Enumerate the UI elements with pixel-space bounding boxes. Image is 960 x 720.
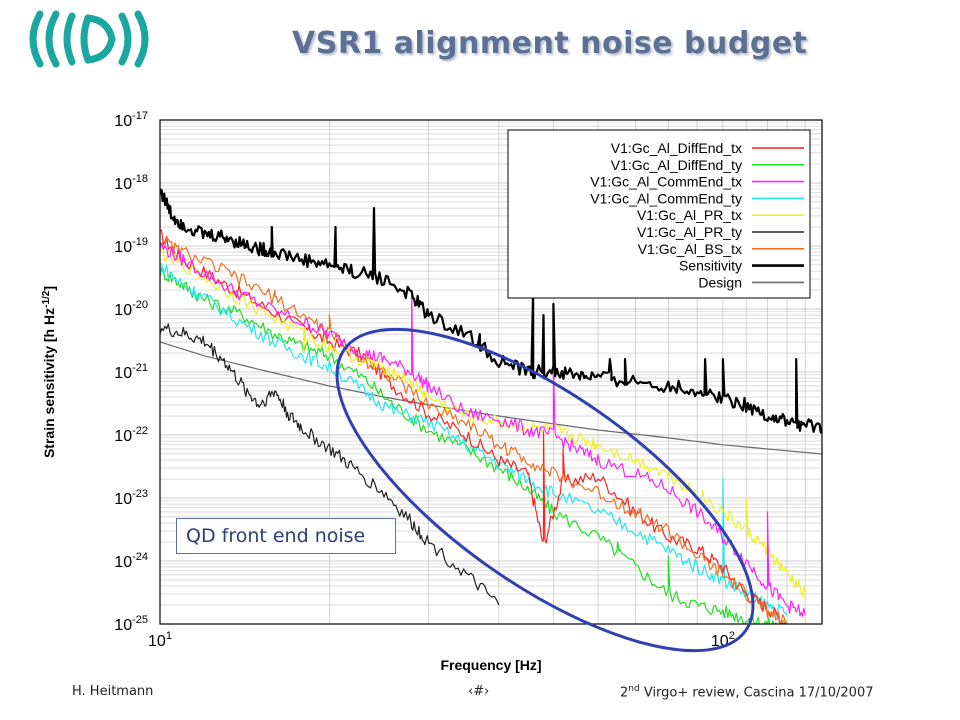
plot-frame — [159, 119, 823, 625]
legend-entry-label: V1:Gc_Al_PR_tx — [637, 207, 742, 223]
x-tick-label: 101 — [148, 630, 172, 650]
series-line-v1-gc-al-pr-ty — [160, 323, 500, 606]
legend-box — [507, 129, 811, 299]
y-tick-label: 10-18 — [114, 173, 148, 193]
footer-event-pre: 2 — [620, 685, 629, 701]
y-tick-label: 10-25 — [114, 614, 148, 634]
y-tick-label: 10-20 — [114, 299, 148, 319]
footer-author: H. Heitmann — [72, 684, 154, 699]
footer-event-post: Virgo+ review, Cascina 17/10/2007 — [639, 685, 874, 701]
legend-entry-label: V1:Gc_Al_CommEnd_tx — [590, 174, 742, 190]
qd-front-end-noise-label: QD front end noise — [176, 518, 396, 554]
footer-event-sup: nd — [628, 684, 640, 694]
qd-noise-ellipse — [335, 327, 755, 653]
virgo-logo-icon — [29, 10, 149, 68]
y-axis-label: Strain sensitivity [h Hz-1/2] — [41, 286, 57, 458]
footer-page-number: ‹#› — [468, 684, 490, 699]
series-line-v1-gc-al-commend-ty — [160, 263, 788, 618]
legend-entry-label: Design — [698, 274, 742, 290]
legend-entry-label: V1:Gc_Al_CommEnd_ty — [590, 190, 742, 206]
y-tick-label: 10-23 — [114, 488, 148, 508]
y-tick-label: 10-22 — [114, 425, 148, 445]
legend-entry-label: V1:Gc_Al_DiffEnd_tx — [611, 140, 742, 156]
series-line-design — [160, 341, 822, 455]
y-tick-label: 10-21 — [114, 362, 148, 382]
series-line-sensitivity — [160, 188, 822, 434]
footer-event: 2nd Virgo+ review, Cascina 17/10/2007 — [620, 684, 874, 700]
slide-title: VSR1 alignment noise budget — [292, 26, 808, 61]
series-line-v1-gc-al-pr-tx — [160, 247, 806, 598]
y-tick-label: 10-19 — [114, 236, 148, 256]
series-line-v1-gc-al-bs-tx — [160, 237, 788, 624]
legend-entry-label: Sensitivity — [679, 258, 742, 274]
series-line-v1-gc-al-diffend-ty — [160, 266, 788, 624]
legend-entry-label: V1:Gc_Al_DiffEnd_ty — [611, 157, 742, 173]
legend: V1:Gc_Al_DiffEnd_txV1:Gc_Al_DiffEnd_tyV1… — [507, 129, 811, 299]
legend-entry-label: V1:Gc_Al_PR_ty — [637, 224, 742, 240]
legend-entry-label: V1:Gc_Al_BS_tx — [638, 241, 742, 257]
y-tick-label: 10-24 — [114, 551, 148, 571]
y-tick-label: 10-17 — [114, 110, 148, 130]
x-axis-label: Frequency [Hz] — [440, 657, 541, 673]
